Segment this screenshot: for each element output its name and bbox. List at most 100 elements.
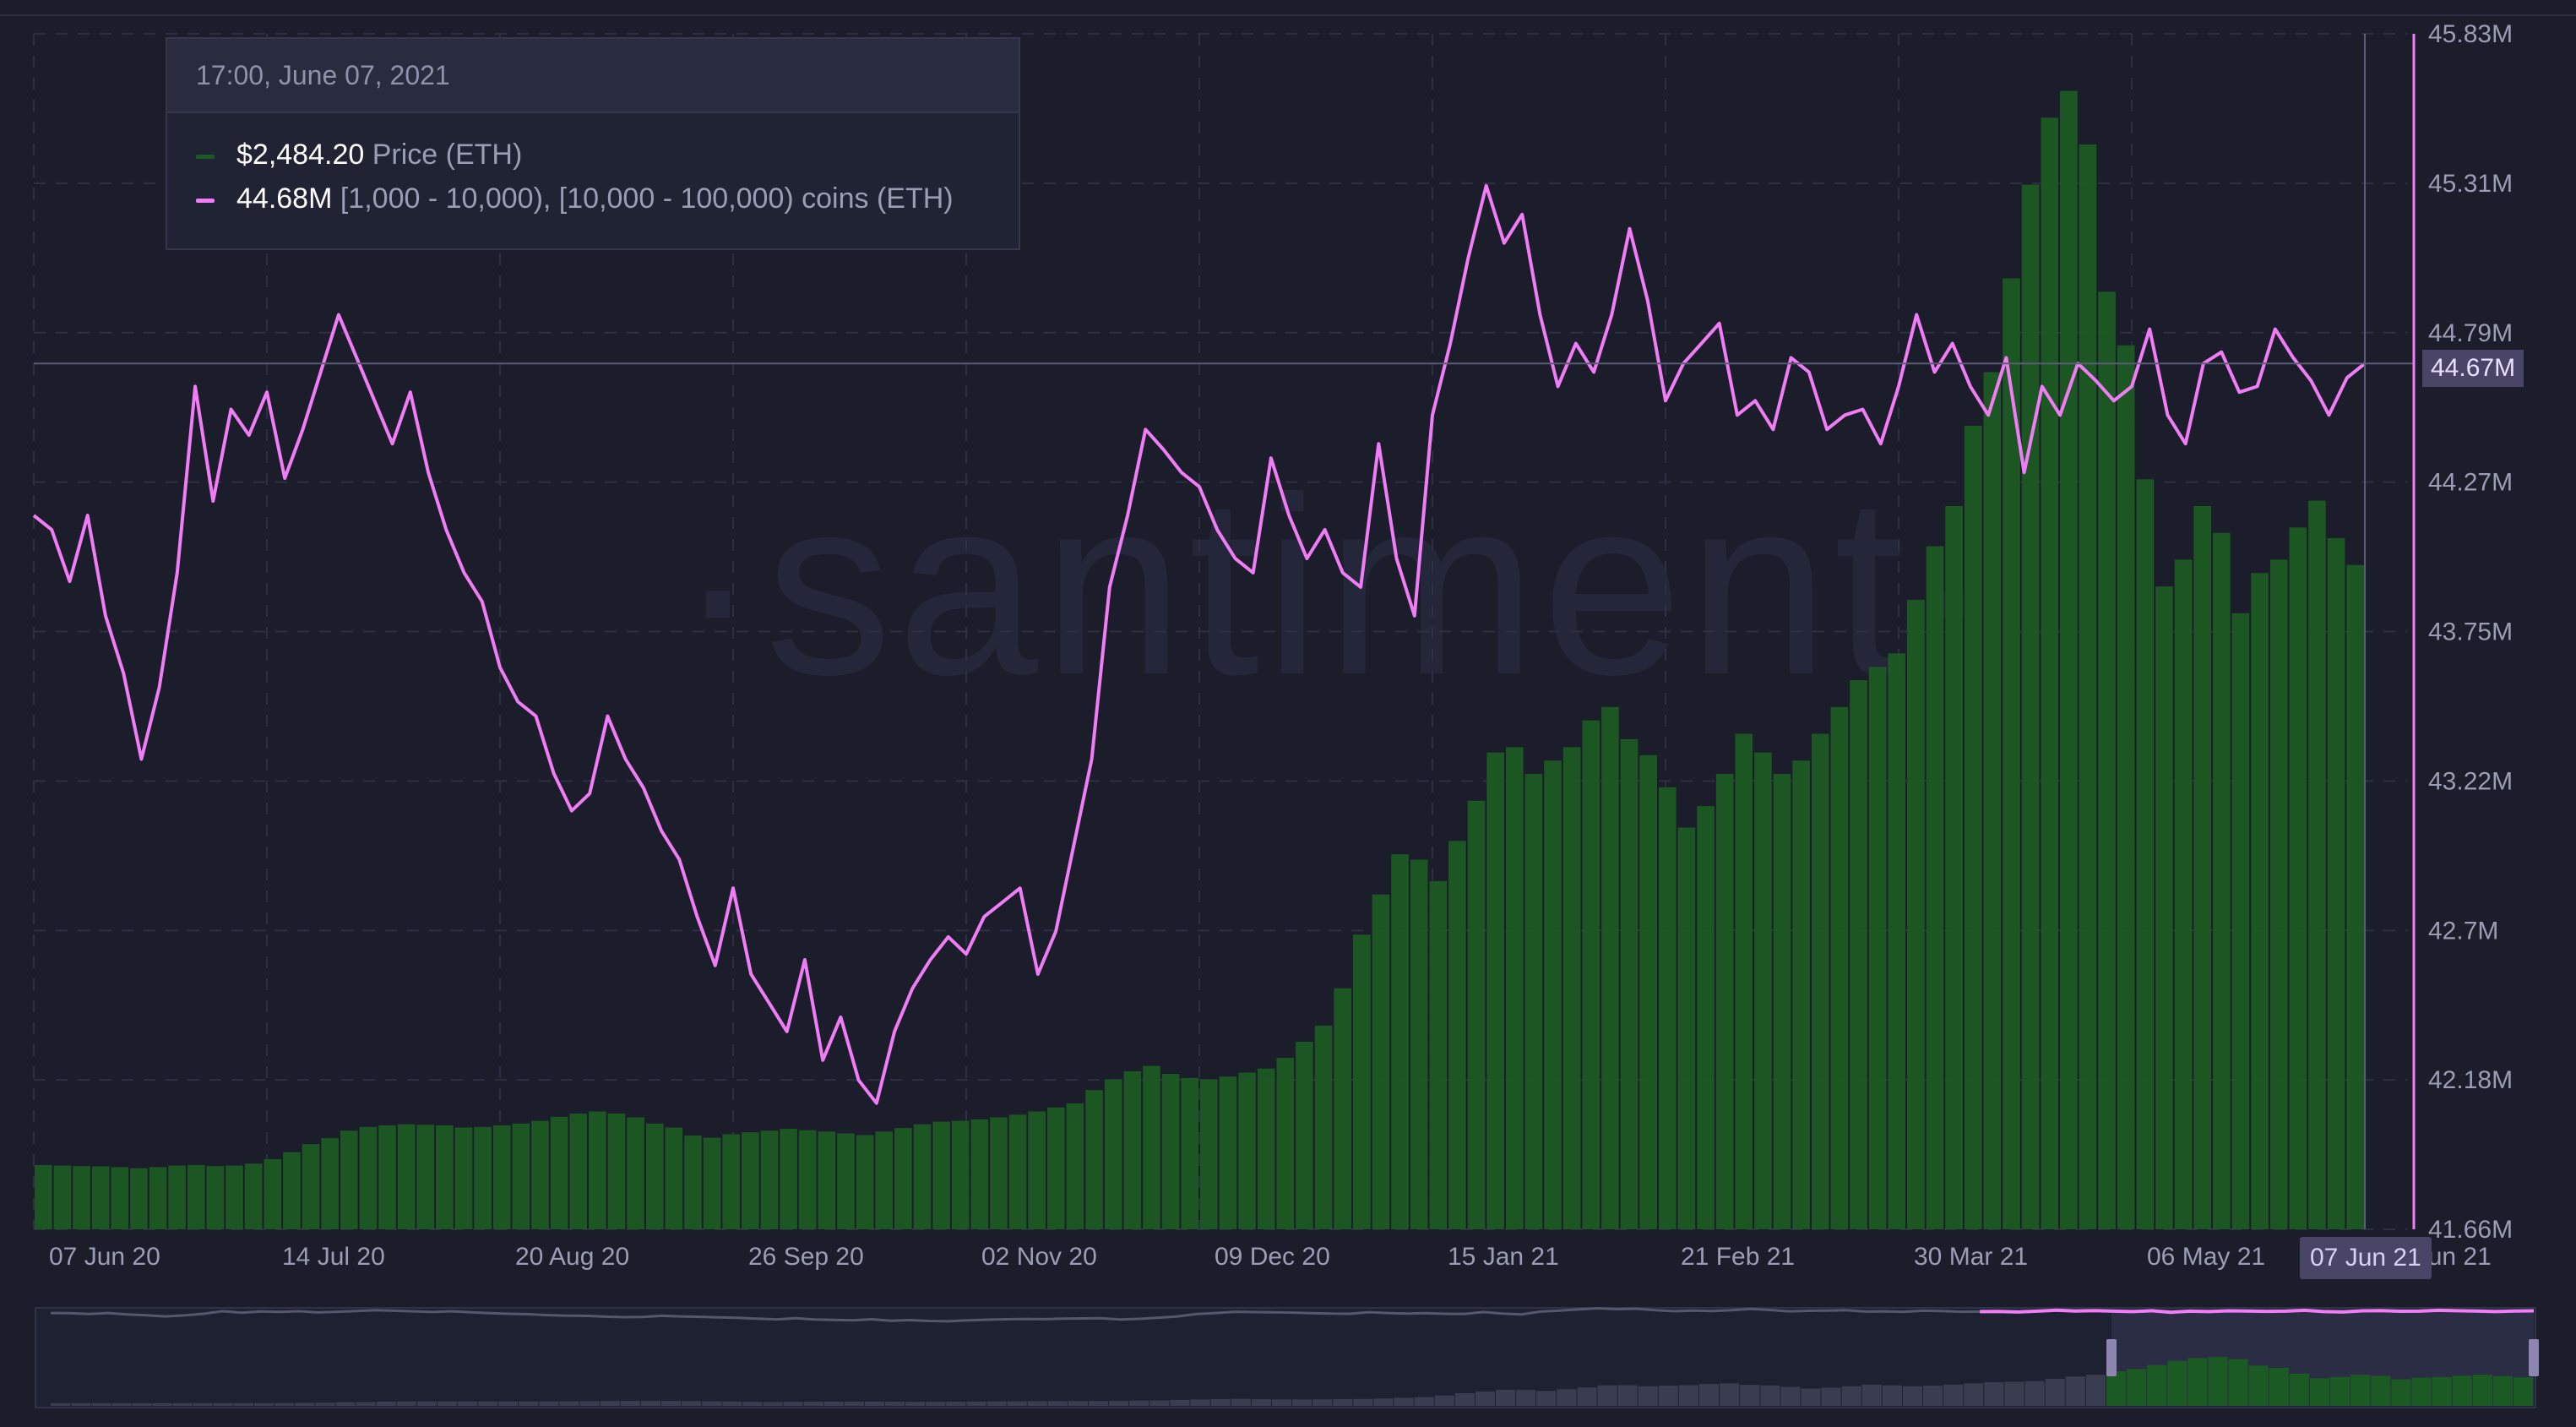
y-tick-label: 41.66M bbox=[2428, 1216, 2513, 1244]
price-bar bbox=[1181, 1077, 1198, 1229]
price-bar bbox=[1104, 1079, 1122, 1229]
price-bar bbox=[951, 1120, 970, 1229]
x-tick-label: 09 Dec 20 bbox=[1215, 1243, 1330, 1271]
price-bar bbox=[2079, 144, 2097, 1229]
price-bar bbox=[2308, 500, 2326, 1229]
price-bar bbox=[1830, 706, 1849, 1229]
navigator-bar bbox=[1720, 1383, 1740, 1406]
price-bar bbox=[2003, 278, 2020, 1229]
navigator-bar bbox=[1617, 1385, 1638, 1406]
navigator-bar bbox=[539, 1401, 559, 1406]
navigator-selected-bar bbox=[2452, 1375, 2472, 1406]
navigator-bar bbox=[253, 1402, 274, 1406]
price-bar bbox=[665, 1127, 683, 1229]
price-bar bbox=[378, 1125, 396, 1229]
y-tick-label: 42.18M bbox=[2428, 1066, 2513, 1094]
y-tick-label: 44.27M bbox=[2428, 469, 2513, 497]
navigator-right-handle[interactable] bbox=[2529, 1339, 2539, 1376]
navigator-bar bbox=[152, 1402, 172, 1406]
navigator-selected-bar bbox=[2269, 1368, 2289, 1406]
navigator-selected-bar bbox=[2492, 1375, 2513, 1406]
price-bar bbox=[2231, 613, 2250, 1229]
navigator-bar bbox=[763, 1402, 783, 1406]
x-tick-label: 07 Jun 20 bbox=[49, 1243, 160, 1271]
hover-date-badge: 07 Jun 21 bbox=[2300, 1237, 2432, 1279]
navigator-bar bbox=[91, 1402, 111, 1406]
price-bar bbox=[474, 1126, 492, 1229]
price-bar bbox=[1620, 738, 1639, 1229]
price-bar bbox=[913, 1124, 932, 1229]
navigator-bar bbox=[1861, 1384, 1882, 1406]
price-bar bbox=[397, 1124, 416, 1229]
price-bar bbox=[1735, 733, 1753, 1229]
navigator-bar bbox=[1780, 1386, 1801, 1406]
navigator-bar bbox=[213, 1402, 233, 1406]
navigator-bar bbox=[1292, 1399, 1312, 1406]
navigator-bar bbox=[885, 1402, 905, 1406]
price-bar bbox=[1888, 653, 1906, 1229]
navigator-bar bbox=[51, 1402, 71, 1406]
price-bar bbox=[35, 1164, 52, 1229]
navigator-bar bbox=[1170, 1399, 1190, 1406]
price-bar bbox=[359, 1126, 378, 1229]
tooltip-price-value: $2,484.20 bbox=[236, 139, 365, 171]
price-bar bbox=[2136, 479, 2155, 1229]
price-bar bbox=[2251, 573, 2269, 1229]
x-tick-label: 02 Nov 20 bbox=[981, 1243, 1097, 1271]
navigator-bar bbox=[315, 1402, 335, 1406]
price-bar bbox=[1850, 680, 1867, 1229]
navigator-bar bbox=[1557, 1389, 1577, 1406]
navigator-bar bbox=[1597, 1385, 1617, 1406]
navigator-selected-bar bbox=[2228, 1359, 2248, 1406]
price-bar bbox=[2269, 559, 2288, 1229]
navigator-bar bbox=[559, 1401, 579, 1406]
x-tick-label: 14 Jul 20 bbox=[282, 1243, 385, 1271]
navigator-left-handle[interactable] bbox=[2106, 1339, 2117, 1376]
price-bar bbox=[2346, 564, 2364, 1229]
price-bar bbox=[226, 1165, 243, 1229]
price-bar bbox=[512, 1123, 530, 1229]
navigator-bar bbox=[803, 1402, 823, 1406]
navigator-selected-bar bbox=[2350, 1375, 2371, 1406]
navigator-bar bbox=[1984, 1382, 2004, 1406]
price-bar bbox=[760, 1130, 779, 1229]
navigator-bar bbox=[1760, 1385, 1780, 1406]
price-bar bbox=[837, 1133, 855, 1229]
navigator-selected-bar bbox=[2472, 1374, 2492, 1406]
navigator-selected-bar bbox=[2330, 1376, 2350, 1406]
tooltip-price-label: Price (ETH) bbox=[372, 139, 523, 171]
price-bar bbox=[1238, 1072, 1256, 1229]
navigator-bar bbox=[2045, 1378, 2065, 1406]
navigator-bar bbox=[478, 1401, 498, 1406]
navigator-bar bbox=[2065, 1376, 2085, 1406]
navigator-bar bbox=[1516, 1390, 1536, 1406]
price-bar bbox=[2117, 345, 2135, 1229]
price-bar bbox=[1562, 747, 1581, 1229]
price-bar bbox=[2041, 117, 2059, 1230]
price-bar bbox=[1964, 425, 1982, 1229]
navigator-selected-bar bbox=[2391, 1379, 2411, 1406]
price-bar bbox=[206, 1166, 225, 1229]
price-bar bbox=[1066, 1103, 1084, 1229]
price-bar bbox=[1811, 733, 1829, 1229]
price-bar bbox=[2213, 532, 2231, 1229]
navigator-bar bbox=[1353, 1398, 1373, 1406]
price-bar bbox=[1639, 754, 1657, 1229]
price-bar bbox=[321, 1138, 339, 1229]
navigator-bar bbox=[111, 1402, 132, 1406]
price-bar bbox=[1524, 774, 1543, 1229]
navigator-selected-bar bbox=[2127, 1369, 2147, 1406]
price-bar bbox=[73, 1166, 90, 1229]
navigator-bar bbox=[1271, 1399, 1291, 1406]
navigator-bar bbox=[498, 1401, 519, 1406]
navigator-bar bbox=[1475, 1391, 1495, 1406]
navigator-selected-bar bbox=[2309, 1378, 2330, 1406]
price-bar bbox=[1868, 667, 1887, 1229]
navigator-bar bbox=[783, 1402, 803, 1406]
price-bar bbox=[2193, 505, 2212, 1229]
navigator-bar bbox=[1312, 1399, 1333, 1406]
navigator-bar bbox=[1678, 1385, 1698, 1406]
tooltip-balance-value: 44.68M bbox=[236, 182, 333, 215]
price-bar bbox=[1008, 1114, 1027, 1229]
